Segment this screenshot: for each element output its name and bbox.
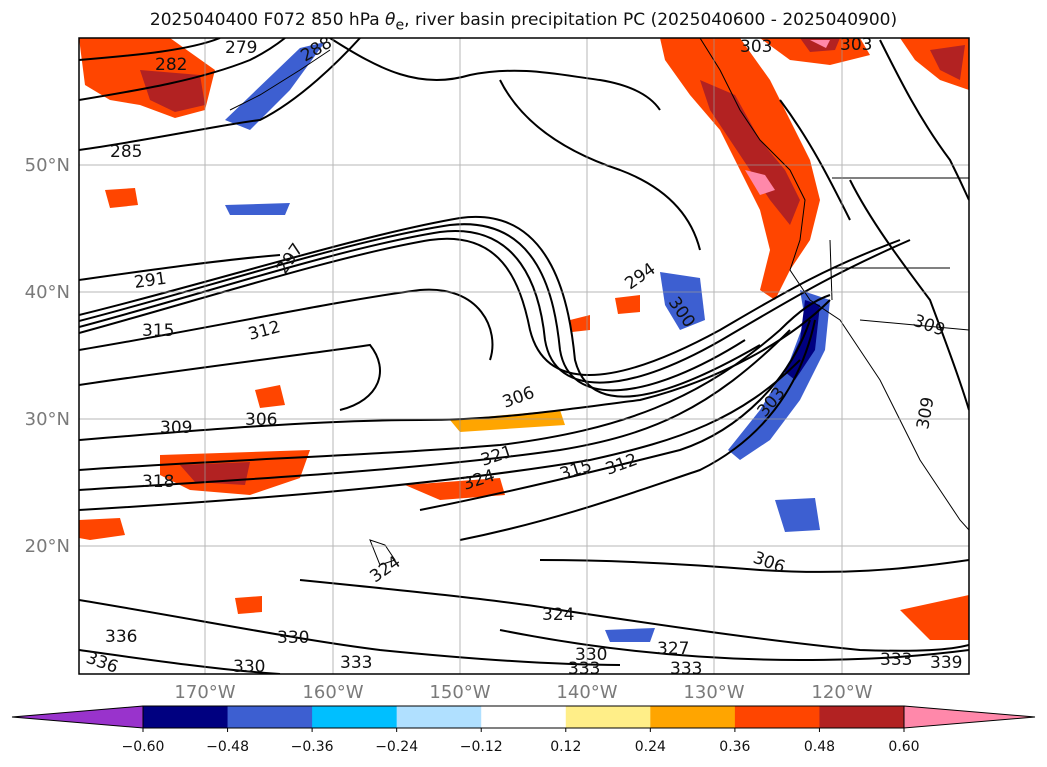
contour-label: 318 <box>142 472 174 492</box>
latitude-labels: 50°N 40°N 30°N 20°N <box>25 155 70 557</box>
colorbar-swatch <box>819 706 905 728</box>
longitude-labels: 170°W 160°W 150°W 140°W 130°W 120°W <box>174 682 872 703</box>
colorbar-tick-label: 0.60 <box>888 739 919 755</box>
colorbar-swatch <box>396 706 482 728</box>
precip-positive-shading <box>79 38 969 640</box>
colorbar-swatch <box>227 706 313 728</box>
lon-label-150w: 150°W <box>429 682 490 703</box>
contour-label: 306 <box>245 410 277 430</box>
map-background <box>79 38 969 674</box>
colorbar-tick-label: 0.12 <box>550 739 581 755</box>
contour-label: 333 <box>880 650 912 670</box>
contour-label: 291 <box>133 269 168 293</box>
gridlines <box>79 38 969 674</box>
colorbar-tick-label: −0.36 <box>291 739 334 755</box>
contour-label: 330 <box>575 645 607 665</box>
lon-label-120w: 120°W <box>811 682 872 703</box>
lon-label-170w: 170°W <box>174 682 235 703</box>
contour-label: 336 <box>105 627 137 647</box>
contour-label: 330 <box>277 628 309 648</box>
colorbar-swatch <box>143 706 229 728</box>
contour-label: 324 <box>542 605 574 625</box>
contour-label: 333 <box>568 659 600 679</box>
colorbar-swatch <box>650 706 736 728</box>
colorbar-swatch <box>734 706 820 728</box>
lat-label-50n: 50°N <box>25 155 70 176</box>
lon-label-130w: 130°W <box>683 682 744 703</box>
contour-label: 315 <box>142 321 174 341</box>
lon-label-140w: 140°W <box>556 682 617 703</box>
colorbar-swatch <box>312 706 398 728</box>
contour-label: 330 <box>233 657 265 677</box>
colorbar-extend-max <box>903 705 1036 729</box>
coastlines <box>229 38 969 566</box>
lat-label-30n: 30°N <box>25 409 70 430</box>
colorbar-tick-label: −0.12 <box>460 739 503 755</box>
contour-label: 303 <box>840 35 872 55</box>
colorbar: −0.60 −0.48 −0.36 −0.24 −0.12 0.12 0.24 0.36 0.4… <box>11 705 1036 755</box>
contour-label: 309 <box>160 418 192 438</box>
colorbar-frame <box>142 705 905 729</box>
contour-label: 285 <box>110 142 142 162</box>
contour-label: 333 <box>340 653 372 673</box>
contour-label: 282 <box>155 55 187 75</box>
colorbar-tick-label: 0.24 <box>635 739 666 755</box>
colorbar-tick-label: −0.48 <box>206 739 249 755</box>
colorbar-swatch <box>565 706 651 728</box>
colorbar-tick-label: −0.60 <box>122 739 165 755</box>
contour-label: 339 <box>930 653 962 673</box>
colorbar-tick-label: 0.48 <box>804 739 835 755</box>
colorbar-tick-label: −0.24 <box>375 739 418 755</box>
lon-label-160w: 160°W <box>302 682 363 703</box>
chart-title: 2025040400 F072 850 hPa θe, river basin … <box>149 10 898 34</box>
contour-label: 327 <box>657 639 689 659</box>
lat-label-40n: 40°N <box>25 282 70 303</box>
colorbar-tick-label: 0.36 <box>719 739 750 755</box>
theta-e-contours <box>79 38 969 674</box>
lat-label-20n: 20°N <box>25 536 70 557</box>
colorbar-extend-min <box>11 705 144 729</box>
contour-label: 333 <box>670 659 702 679</box>
contour-label: 279 <box>225 38 257 58</box>
contour-label: 303 <box>740 37 772 57</box>
colorbar-swatch <box>481 706 567 728</box>
map-frame <box>78 37 970 675</box>
